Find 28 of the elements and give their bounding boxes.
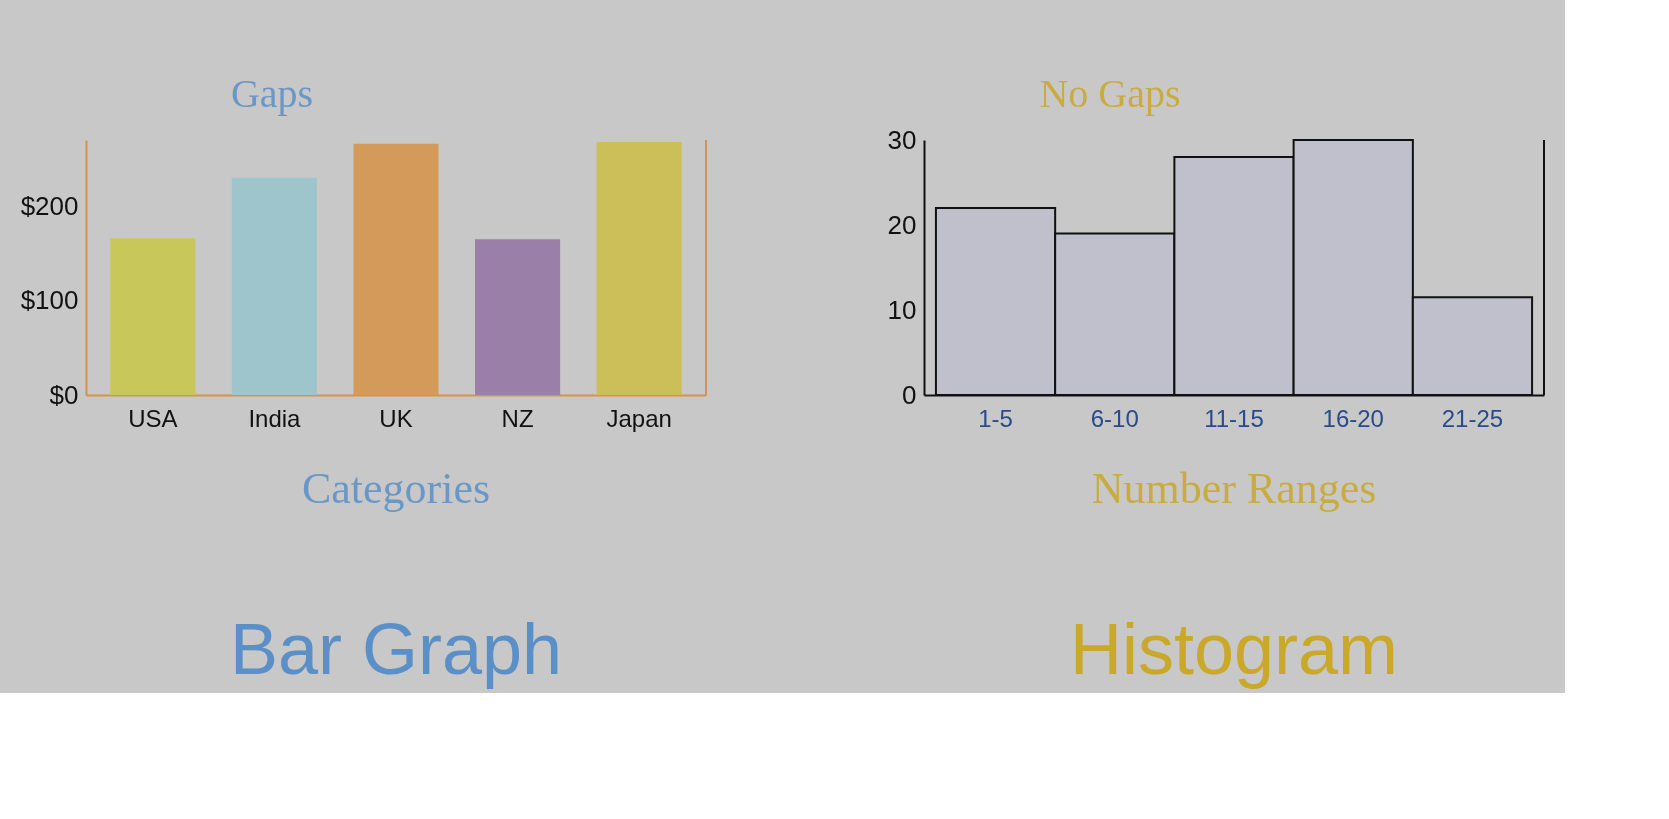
text: Histogram: [1069, 609, 1399, 689]
x-tick-label: UK: [379, 404, 413, 432]
x-tick-label: 16-20: [1322, 404, 1384, 432]
y-tick-label: 30: [887, 124, 917, 155]
x-tick-label: 11-15: [1204, 404, 1264, 432]
y-tick-label: 20: [887, 209, 917, 240]
text: Number Ranges: [1091, 464, 1377, 513]
text: Bar Graph: [229, 609, 563, 689]
text: No Gaps: [1039, 71, 1181, 116]
x-tick-label: USA: [128, 404, 178, 432]
x-tick-label: NZ: [501, 404, 534, 432]
bar: [353, 143, 439, 395]
x-tick-label: India: [248, 404, 302, 432]
x-tick-label: Japan: [606, 404, 672, 432]
text: Categories: [301, 464, 491, 513]
bar: [231, 177, 317, 395]
bar: [475, 239, 561, 395]
y-tick-label: 0: [902, 379, 917, 410]
text: Gaps: [230, 71, 314, 116]
x-tick-label: 6-10: [1090, 404, 1139, 432]
x-tick-label: 1-5: [978, 404, 1013, 432]
x-tick-label: 21-25: [1441, 404, 1504, 432]
bar: [110, 238, 196, 395]
y-tick-label: $100: [20, 285, 79, 316]
bar: [596, 141, 682, 395]
y-tick-label: $200: [20, 190, 79, 221]
y-tick-label: 10: [887, 294, 917, 325]
y-tick-label: $0: [49, 379, 79, 410]
